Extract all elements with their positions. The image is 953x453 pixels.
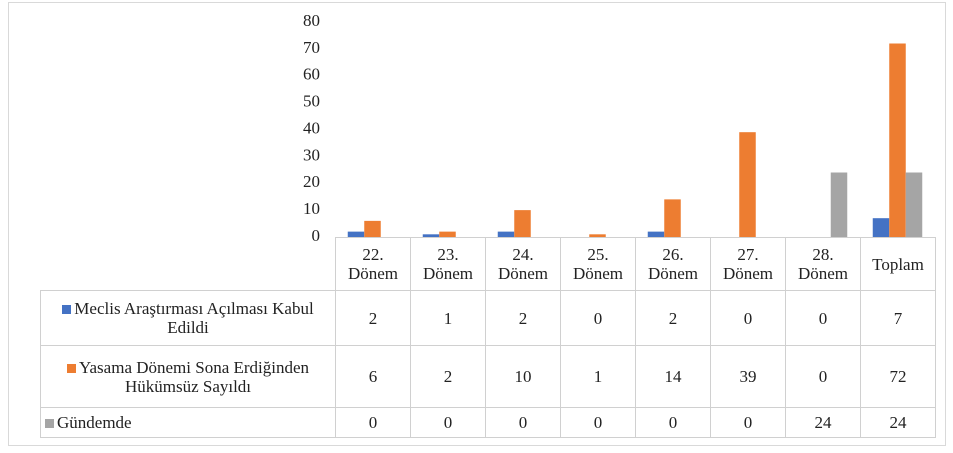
table-value: 72 <box>860 345 936 408</box>
table-value: 0 <box>335 407 411 438</box>
y-tick-label: 40 <box>303 118 320 137</box>
table-value: 6 <box>335 345 411 408</box>
table-value: 10 <box>485 345 561 408</box>
table-value: 14 <box>635 345 711 408</box>
table-corner <box>40 237 336 291</box>
bar <box>647 231 665 237</box>
table-value: 2 <box>410 345 486 408</box>
legend-swatch <box>45 419 54 428</box>
table-value: 39 <box>710 345 786 408</box>
category-label: 27. Dönem <box>710 237 786 291</box>
data-table: 22. Dönem 23. Dönem 24. Dönem 25. Dönem 26. … <box>40 237 936 438</box>
table-value: 2 <box>335 290 411 346</box>
category-label: 25. Dönem <box>560 237 636 291</box>
legend-label: Meclis Araştırması Açılması Kabul Edildi <box>74 299 314 337</box>
series-cell: Yasama Dönemi Sona Erdiğinden Hükümsüz S… <box>40 345 336 408</box>
y-tick-label: 30 <box>303 145 320 164</box>
table-value: 0 <box>635 407 711 438</box>
bar <box>889 43 906 237</box>
bar <box>422 234 440 237</box>
bar <box>872 218 890 237</box>
legend-swatch <box>66 363 76 373</box>
series-cell: Meclis Araştırması Açılması Kabul Edildi <box>40 290 336 346</box>
chart-border <box>8 2 946 446</box>
series-cell: Gündemde <box>40 407 336 438</box>
category-label: 26. Dönem <box>635 237 711 291</box>
bar <box>347 231 365 237</box>
table-value: 0 <box>785 290 861 346</box>
legend-swatch <box>62 305 72 314</box>
y-tick-label: 60 <box>303 65 320 84</box>
y-tick-label: 20 <box>303 172 320 191</box>
table-value: 0 <box>785 345 861 408</box>
bar <box>589 234 606 237</box>
y-tick-label: 0 <box>312 226 321 245</box>
table-value: 0 <box>485 407 561 438</box>
bar <box>739 132 756 237</box>
table-value: 24 <box>785 407 861 438</box>
table-value: 0 <box>560 407 636 438</box>
table-value: 0 <box>560 290 636 346</box>
y-tick-label: 50 <box>303 92 320 111</box>
table-header-row: 22. Dönem 23. Dönem 24. Dönem 25. Dönem 26. … <box>40 237 936 291</box>
table-value: 0 <box>410 407 486 438</box>
table-row: Meclis Araştırması Açılması Kabul Edildi… <box>40 290 936 346</box>
category-label: 23. Dönem <box>410 237 486 291</box>
table-value: 1 <box>410 290 486 346</box>
legend-label: Yasama Dönemi Sona Erdiğinden Hükümsüz S… <box>78 357 310 396</box>
category-label: 24. Dönem <box>485 237 561 291</box>
table-value: 2 <box>635 290 711 346</box>
bar <box>830 172 848 237</box>
category-label: Toplam <box>860 237 936 291</box>
bar <box>439 231 456 237</box>
table-value: 24 <box>860 407 936 438</box>
table-value: 7 <box>860 290 936 346</box>
y-tick-label: 80 <box>303 11 320 30</box>
category-label: 22. Dönem <box>335 237 411 291</box>
bar <box>514 210 531 237</box>
bar <box>364 220 381 237</box>
bar <box>664 199 681 237</box>
table-row: Yasama Dönemi Sona Erdiğinden Hükümsüz S… <box>40 345 936 408</box>
table-value: 1 <box>560 345 636 408</box>
y-tick-label: 10 <box>303 199 320 218</box>
category-label: 28. Dönem <box>785 237 861 291</box>
bar <box>905 172 923 237</box>
table-value: 2 <box>485 290 561 346</box>
table-value: 0 <box>710 290 786 346</box>
legend-label: Gündemde <box>57 413 132 432</box>
table-row: Gündemde 0 0 0 0 0 0 24 24 <box>40 407 936 438</box>
table-value: 0 <box>710 407 786 438</box>
y-tick-label: 70 <box>303 38 320 57</box>
bar <box>497 231 515 237</box>
